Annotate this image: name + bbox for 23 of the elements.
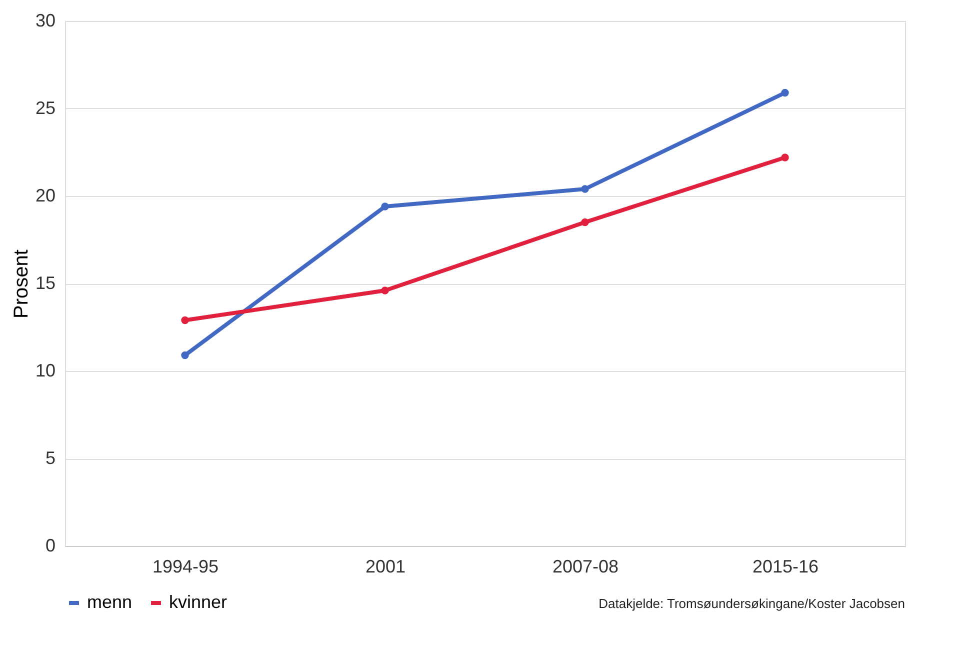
point: [381, 202, 389, 210]
x-tick-label: 2007-08: [552, 556, 619, 576]
y-tick-label: 10: [35, 360, 56, 380]
y-axis-title: Prosent: [10, 249, 32, 318]
y-tick-label: 15: [35, 273, 56, 293]
legend-label: kvinner: [169, 592, 228, 612]
y-tick-label: 5: [45, 448, 56, 468]
y-tick-label: 25: [35, 98, 56, 118]
text: Datakjelde: Tromsøundersøkingane/Koster Jacobsen: [598, 596, 905, 611]
x-tick-label: 2015-16: [752, 556, 819, 576]
y-tick-label: 0: [45, 536, 56, 556]
point: [181, 351, 189, 360]
x-tick-label: 1994-95: [152, 556, 219, 576]
point: [181, 316, 189, 324]
point: [781, 154, 789, 162]
point: [381, 286, 389, 294]
legend-label: menn: [87, 592, 132, 612]
x-tick-label: 2001: [365, 556, 406, 576]
point: [581, 218, 589, 226]
point: [581, 185, 589, 193]
point: [781, 88, 789, 97]
y-tick-label: 20: [35, 186, 56, 206]
y-tick-label: 30: [35, 10, 56, 30]
